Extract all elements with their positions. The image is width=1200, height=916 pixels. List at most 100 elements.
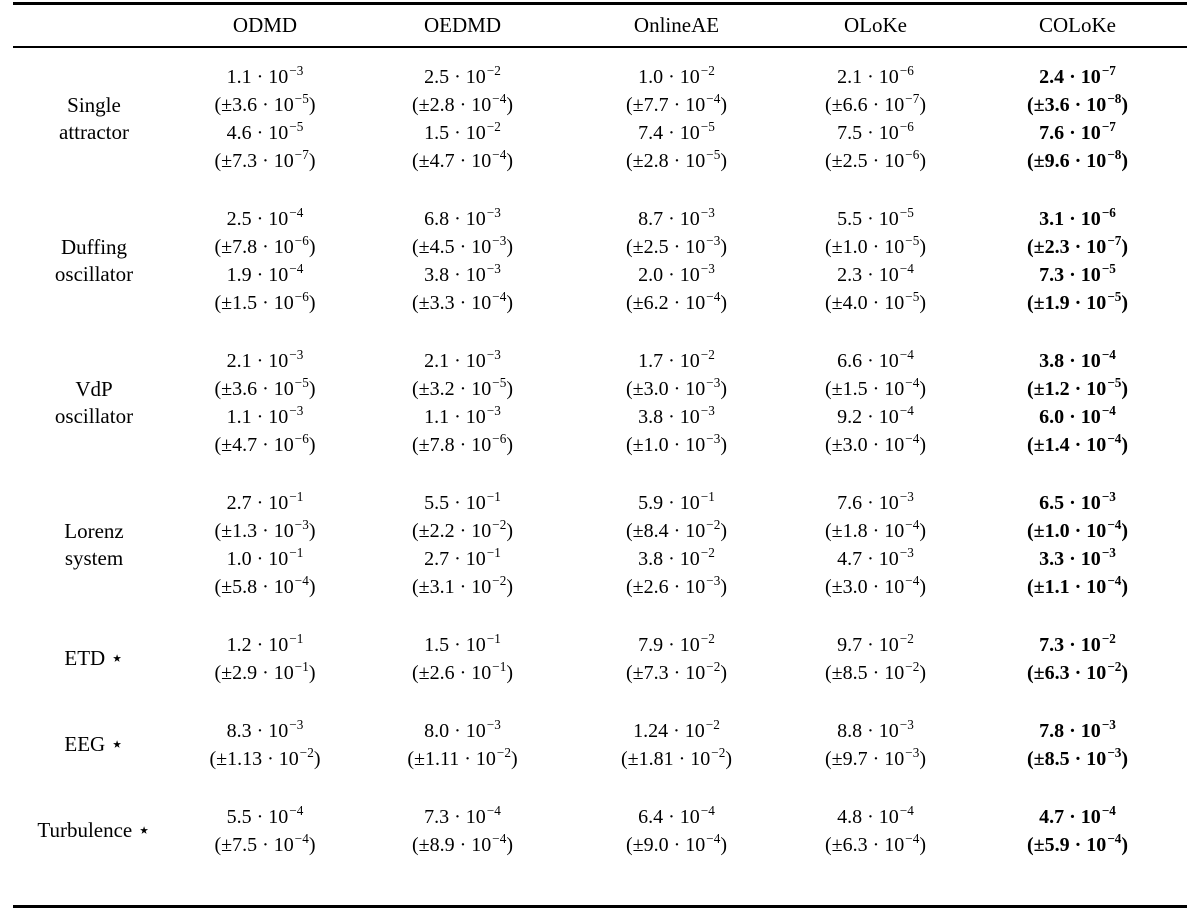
metric-error: (±4.5 · 10−3) (412, 232, 513, 258)
metric-value: 1.1 · 10−3 (226, 402, 304, 428)
metric-value: 8.8 · 10−3 (837, 716, 914, 742)
metric-value: 5.5 · 10−1 (424, 488, 501, 514)
metric-error: (±5.9 · 10−4) (1026, 830, 1129, 856)
metric-value: 7.5 · 10−6 (837, 118, 914, 144)
table-cell: 6.6 · 10−4 (±1.5 · 10−4) 9.2 · 10−4 (±3.0 ·… (783, 347, 968, 459)
column-header-oloke: OLoKe (844, 13, 907, 37)
table-cell: 1.5 · 10−1 (±2.6 · 10−1) (355, 631, 570, 687)
metric-value: 5.5 · 10−4 (226, 802, 304, 828)
metric-error: (±4.0 · 10−5) (825, 288, 926, 314)
table-cell: 1.0 · 10−2 (±7.7 · 10−4) 7.4 · 10−5 (±2.8 ·… (570, 63, 783, 175)
metric-value: 7.4 · 10−5 (638, 118, 715, 144)
bottom-rule (13, 904, 1187, 908)
metric-error: (±3.1 · 10−2) (412, 572, 513, 598)
metric-value: 3.8 · 10−3 (638, 402, 715, 428)
table-cell: 2.1 · 10−3 (±3.2 · 10−5) 1.1 · 10−3 (±7.8 ·… (355, 347, 570, 459)
metric-value: 2.1 · 10−6 (837, 62, 914, 88)
metric-value: 7.8 · 10−3 (1039, 716, 1116, 742)
table-cell: 6.4 · 10−4 (±9.0 · 10−4) (570, 803, 783, 859)
table-row: EEG ⋆ 8.3 · 10−3 (±1.13 · 10−2) 8.0 · 10−3(… (13, 702, 1187, 788)
row-label-line: ETD ⋆ (64, 646, 124, 670)
metric-error: (±3.6 · 10−8) (1026, 90, 1129, 116)
metric-error: (±1.0 · 10−5) (825, 232, 926, 258)
metric-error: (±2.5 · 10−3) (626, 232, 727, 258)
metric-value: 7.3 · 10−5 (1039, 260, 1116, 286)
metric-value: 7.6 · 10−3 (837, 488, 914, 514)
metric-value: 2.5 · 10−4 (226, 204, 304, 230)
metric-error: (±3.6 · 10−5) (214, 374, 316, 400)
metric-error: (±8.4 · 10−2) (626, 516, 727, 542)
table-body: Single attractor 1.1 · 10−3 (±3.6 · 10−5) 4.… (13, 48, 1187, 874)
metric-value: 4.7 · 10−3 (837, 544, 914, 570)
metric-value: 6.0 · 10−4 (1039, 402, 1116, 428)
metric-error: (±9.7 · 10−3) (825, 744, 926, 770)
metric-value: 5.5 · 10−5 (837, 204, 914, 230)
metric-value: 6.6 · 10−4 (837, 346, 914, 372)
metric-value: 1.7 · 10−2 (638, 346, 715, 372)
table-cell: 6.5 · 10−3 (±1.0 · 10−4) 3.3 · 10−3 (±1.1 ·… (968, 489, 1187, 601)
table-cell: 8.8 · 10−3 (±9.7 · 10−3) (783, 717, 968, 773)
metric-value: 5.9 · 10−1 (638, 488, 715, 514)
table-cell: 9.7 · 10−2 (±8.5 · 10−2) (783, 631, 968, 687)
metric-error: (±2.6 · 10−1) (412, 658, 513, 684)
metric-value: 3.3 · 10−3 (1039, 544, 1116, 570)
table-cell: 2.5 · 10−4 (±7.8 · 10−6) 1.9 · 10−4 (±1.5 ·… (175, 205, 355, 317)
metric-value: 9.7 · 10−2 (837, 630, 914, 656)
metric-error: (±1.4 · 10−4) (1026, 430, 1129, 456)
table-row: Single attractor 1.1 · 10−3 (±3.6 · 10−5) 4.… (13, 48, 1187, 190)
column-header-onlineae: OnlineAE (633, 13, 720, 37)
metric-value: 2.1 · 10−3 (226, 346, 304, 372)
metric-error: (±1.5 · 10−6) (214, 288, 316, 314)
table-header-row: ODMD OEDMD OnlineAE OLoKe COLoKe (13, 5, 1187, 46)
column-header-odmd: ODMD (232, 13, 298, 37)
metric-value: 1.0 · 10−1 (226, 544, 304, 570)
metric-error: (±6.2 · 10−4) (626, 288, 727, 314)
metric-value: 1.1 · 10−3 (424, 402, 501, 428)
metric-value: 1.2 · 10−1 (226, 630, 304, 656)
metric-value: 4.7 · 10−4 (1039, 802, 1116, 828)
table-cell: 5.5 · 10−1 (±2.2 · 10−2) 2.7 · 10−1 (±3.1 ·… (355, 489, 570, 601)
metric-value: 3.1 · 10−6 (1039, 204, 1116, 230)
metric-error: (±1.13 · 10−2) (209, 744, 321, 770)
metric-value: 1.24 · 10−2 (633, 716, 720, 742)
table-cell: 2.5 · 10−2 (±2.8 · 10−4) 1.5 · 10−2 (±4.7 ·… (355, 63, 570, 175)
metric-value: 1.5 · 10−2 (424, 118, 501, 144)
metric-error: (±1.11 · 10−2) (407, 744, 518, 770)
row-label: Turbulence ⋆ (13, 817, 175, 844)
row-label-line: oscillator (54, 403, 134, 428)
metric-error: (±1.2 · 10−5) (1026, 374, 1129, 400)
row-label: EEG ⋆ (13, 731, 175, 758)
row-label: Lorenz system (13, 518, 175, 572)
metric-error: (±4.7 · 10−6) (214, 430, 316, 456)
table-cell: 6.8 · 10−3 (±4.5 · 10−3) 3.8 · 10−3 (±3.3 ·… (355, 205, 570, 317)
row-label: VdP oscillator (13, 376, 175, 430)
metric-value: 7.3 · 10−4 (424, 802, 501, 828)
metric-error: (±1.3 · 10−3) (214, 516, 316, 542)
metric-value: 6.5 · 10−3 (1039, 488, 1116, 514)
metric-value: 2.7 · 10−1 (424, 544, 501, 570)
metric-value: 1.0 · 10−2 (638, 62, 715, 88)
header-rule (13, 46, 1187, 48)
metric-error: (±3.0 · 10−3) (626, 374, 727, 400)
metric-error: (±2.3 · 10−7) (1026, 232, 1129, 258)
table-cell: 2.4 · 10−7 (±3.6 · 10−8) 7.6 · 10−7 (±9.6 ·… (968, 63, 1187, 175)
metric-error: (±7.3 · 10−7) (214, 146, 316, 172)
metric-value: 9.2 · 10−4 (837, 402, 914, 428)
metric-error: (±2.9 · 10−1) (214, 658, 316, 684)
table-cell: 1.2 · 10−1 (±2.9 · 10−1) (175, 631, 355, 687)
metric-value: 2.5 · 10−2 (424, 62, 501, 88)
column-header-oedmd: OEDMD (424, 13, 501, 37)
metric-error: (±4.7 · 10−4) (412, 146, 513, 172)
row-label-line: Duffing (60, 234, 128, 259)
metric-error: (±9.0 · 10−4) (626, 830, 727, 856)
metric-value: 2.7 · 10−1 (226, 488, 304, 514)
metric-value: 4.6 · 10−5 (226, 118, 304, 144)
metric-value: 8.3 · 10−3 (226, 716, 304, 742)
metric-error: (±1.8 · 10−4) (825, 516, 926, 542)
metric-error: (±2.2 · 10−2) (412, 516, 513, 542)
row-label: ETD ⋆ (13, 645, 175, 672)
metric-value: 4.8 · 10−4 (837, 802, 914, 828)
metric-value: 6.8 · 10−3 (424, 204, 501, 230)
table-cell: 5.9 · 10−1 (±8.4 · 10−2) 3.8 · 10−2 (±2.6 ·… (570, 489, 783, 601)
